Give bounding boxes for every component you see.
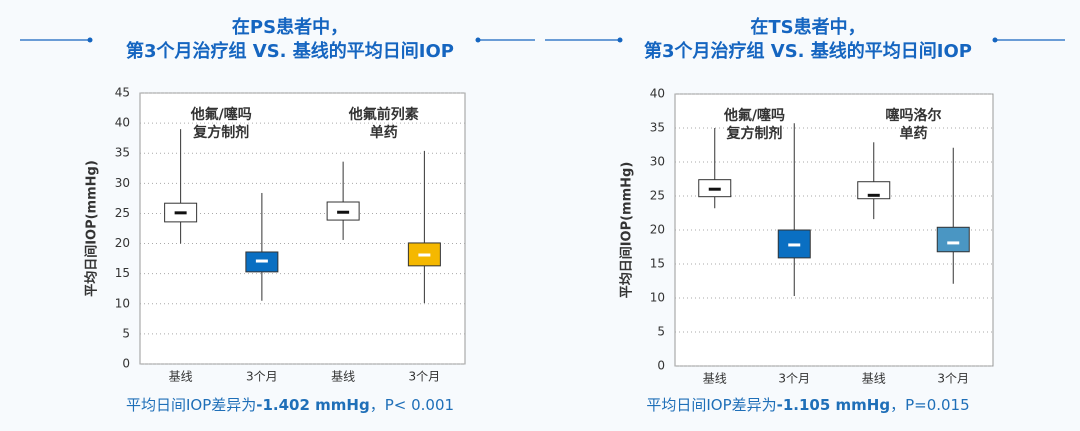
- x-tick-label: 基线: [169, 370, 193, 384]
- y-tick-label: 15: [650, 257, 665, 271]
- y-tick-label: 5: [657, 325, 665, 339]
- note-part: 平均日间IOP差异为: [646, 396, 776, 414]
- x-tick-label: 基线: [331, 370, 355, 384]
- y-tick-label: 20: [650, 223, 665, 237]
- note-part: ，P< 0.001: [370, 396, 454, 414]
- x-tick-label: 3个月: [409, 370, 441, 384]
- box: [857, 181, 891, 200]
- y-tick-label: 25: [650, 189, 665, 203]
- note-part: 平均日间IOP差异为: [126, 396, 256, 414]
- x-tick-label: 3个月: [778, 372, 810, 386]
- y-tick-label: 30: [650, 155, 665, 169]
- x-tick-label: 基线: [862, 372, 886, 386]
- title-dots: [87, 37, 998, 43]
- box: [936, 226, 970, 253]
- y-tick-label: 40: [115, 116, 130, 130]
- note-part: -1.402 mmHg: [256, 396, 369, 414]
- note: 平均日间IOP差异为-1.105 mmHg，P=0.015: [646, 396, 969, 414]
- x-tick-label: 基线: [703, 372, 727, 386]
- chart-title: 第3个月治疗组 VS. 基线的平均日间IOP: [644, 40, 972, 62]
- annotation: 复方制剂: [192, 124, 249, 141]
- annotation: 单药: [370, 124, 398, 141]
- y-tick-label: 5: [122, 326, 130, 340]
- note-part: -1.105 mmHg: [777, 396, 890, 414]
- annotation: 单药: [900, 125, 928, 142]
- y-tick-label: 35: [650, 121, 665, 135]
- annotation: 复方制剂: [726, 125, 783, 142]
- y-tick-label: 0: [122, 357, 130, 371]
- y-tick-label: 15: [115, 266, 130, 280]
- note-part: ，P=0.015: [890, 396, 970, 414]
- plot-area: [139, 92, 466, 365]
- annotation: 噻吗洛尔: [886, 107, 942, 124]
- chart-title: 在TS患者中，: [750, 16, 865, 38]
- chart-title: 第3个月治疗组 VS. 基线的平均日间IOP: [126, 40, 454, 62]
- y-tick-label: 25: [115, 206, 130, 220]
- y-tick-label: 30: [115, 176, 130, 190]
- annotation: 他氟/噻吗: [190, 106, 252, 123]
- y-tick-label: 35: [115, 146, 130, 160]
- y-tick-label: 40: [650, 87, 665, 101]
- y-tick-label: 10: [115, 296, 130, 310]
- y-axis-label: 平均日间IOP(mmHg): [619, 162, 635, 299]
- note: 平均日间IOP差异为-1.402 mmHg，P< 0.001: [126, 396, 454, 414]
- chart-title: 在PS患者中，: [232, 16, 348, 38]
- y-tick-label: 10: [650, 291, 665, 305]
- y-tick-label: 20: [115, 236, 130, 250]
- y-axis-label: 平均日间IOP(mmHg): [84, 160, 100, 297]
- y-tick-label: 0: [657, 359, 665, 373]
- annotation: 他氟/噻吗: [723, 107, 785, 124]
- y-tick-label: 45: [115, 86, 130, 100]
- x-tick-label: 3个月: [937, 372, 969, 386]
- annotation: 他氟前列素: [348, 106, 419, 123]
- x-tick-label: 3个月: [246, 370, 278, 384]
